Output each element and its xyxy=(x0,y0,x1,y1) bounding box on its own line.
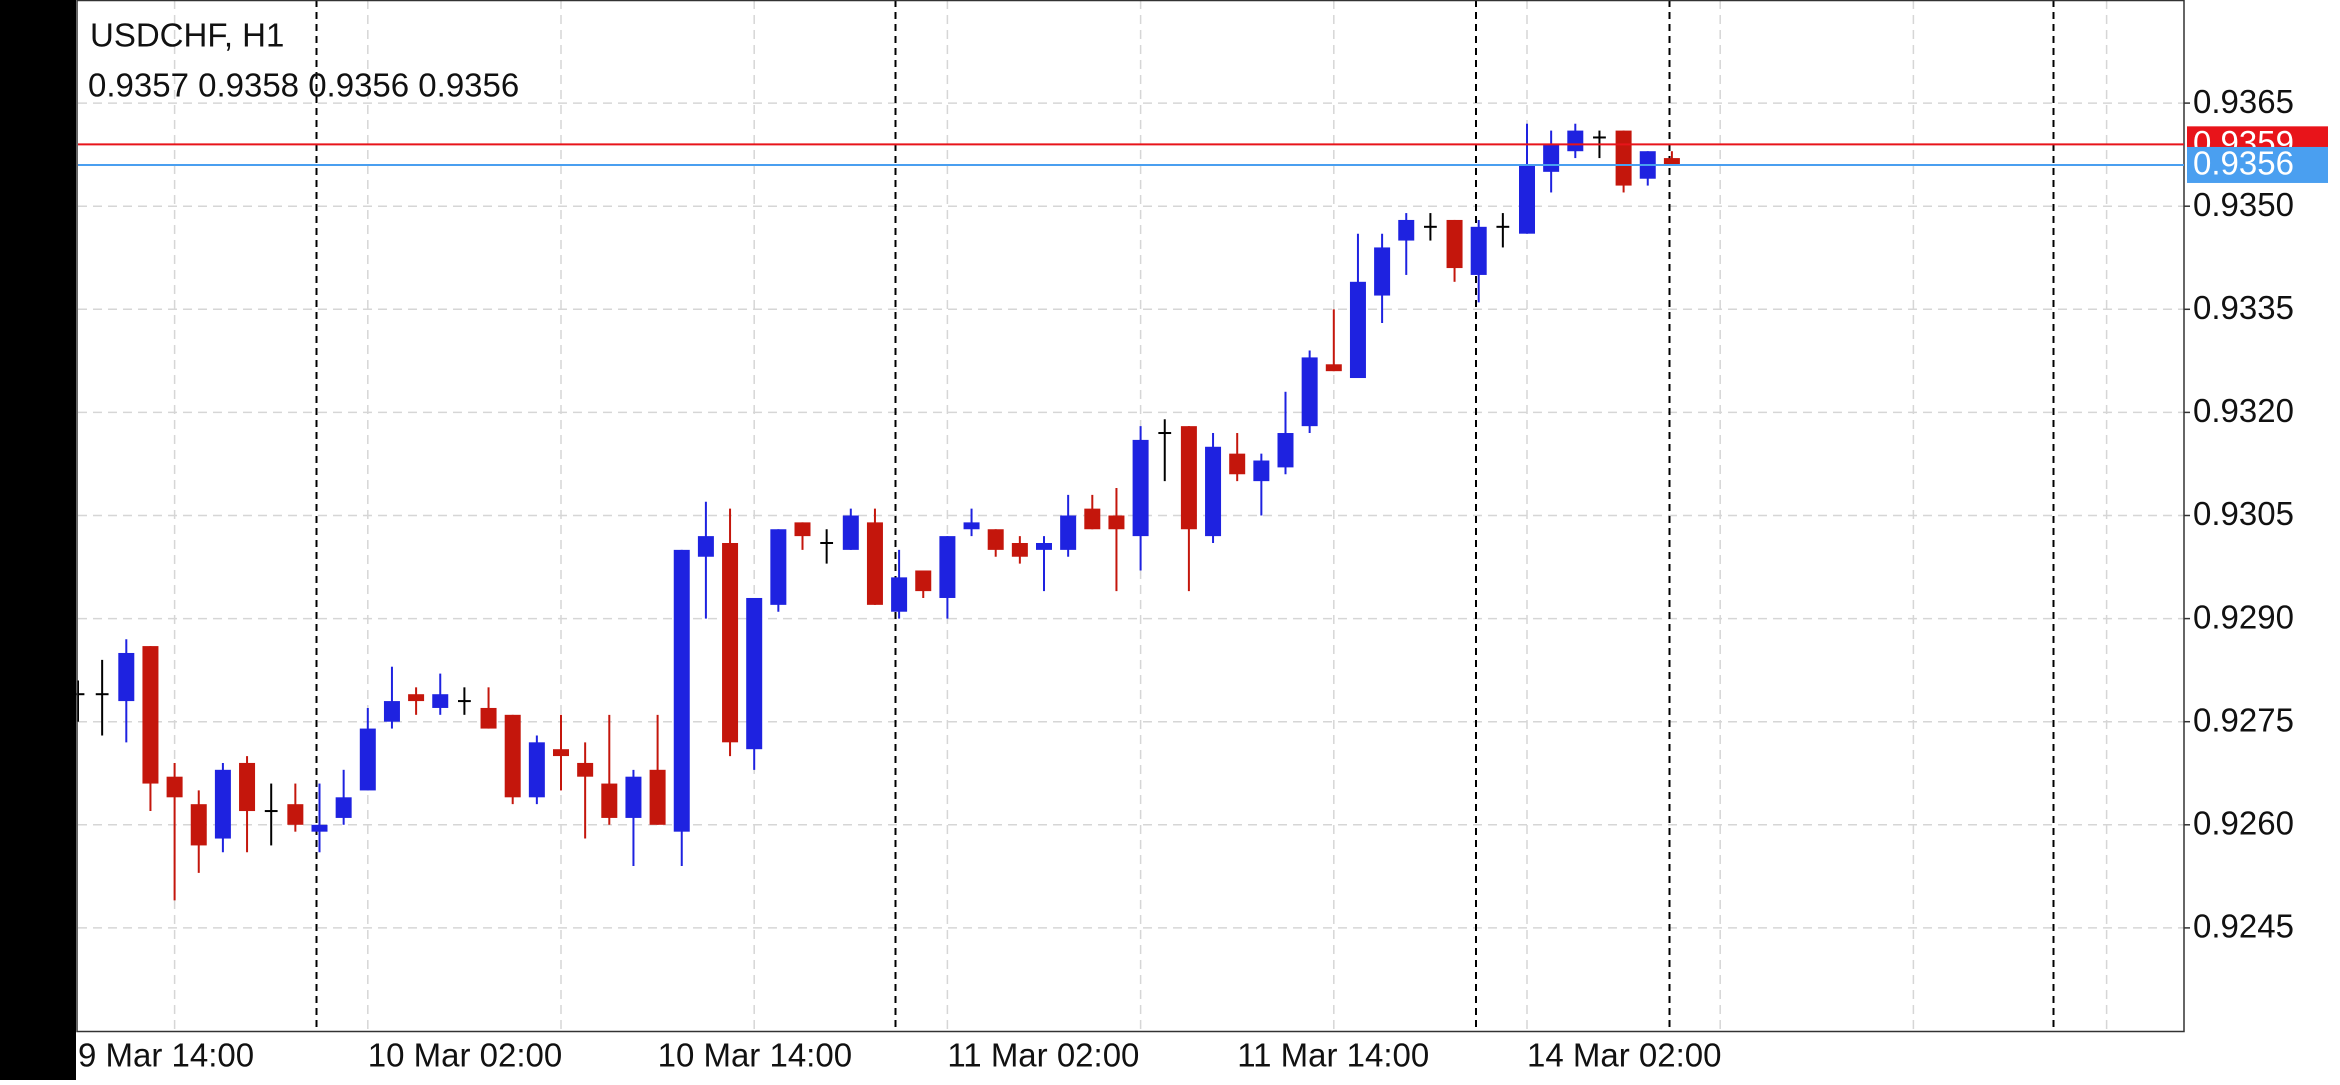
x-tick-label: 11 Mar 14:00 xyxy=(1237,1037,1429,1074)
candle-body xyxy=(1567,130,1584,152)
y-tick-label: 0.9365 xyxy=(2193,83,2294,120)
candle-body xyxy=(335,797,352,818)
y-tick-label: 0.9260 xyxy=(2193,805,2294,842)
candle-body xyxy=(1301,357,1318,427)
y-tick-label: 0.9275 xyxy=(2193,701,2294,738)
left-strip xyxy=(0,0,76,1080)
candle-body xyxy=(722,542,739,743)
candle-body xyxy=(915,570,932,592)
candle-body xyxy=(1253,460,1270,482)
candle-body xyxy=(71,693,85,696)
candle-body xyxy=(1277,433,1294,468)
candle-body xyxy=(1615,130,1632,186)
candle-body xyxy=(1180,426,1197,530)
candle-body xyxy=(383,701,400,722)
y-tick-label: 0.9245 xyxy=(2193,908,2294,945)
candle-body xyxy=(746,597,763,750)
candle-body xyxy=(1158,432,1172,435)
candle-body xyxy=(1593,136,1606,139)
x-tick-label: 14 Mar 02:00 xyxy=(1527,1037,1721,1074)
candle-body xyxy=(118,652,135,702)
candle-body xyxy=(625,776,642,818)
candle-body xyxy=(95,693,109,696)
candle-body xyxy=(1084,508,1101,530)
candle-body xyxy=(239,762,256,812)
candle-body xyxy=(1325,364,1342,372)
candle-body xyxy=(891,577,908,612)
y-tick-label: 0.9305 xyxy=(2193,495,2294,532)
candle-body xyxy=(1229,453,1246,475)
candles xyxy=(71,123,1680,901)
candle-body xyxy=(359,728,376,791)
x-tick-label: 11 Mar 02:00 xyxy=(947,1037,1139,1074)
candle-body xyxy=(504,714,521,798)
y-tick-label: 0.9335 xyxy=(2193,289,2294,326)
candle-body xyxy=(458,700,471,703)
candle-body xyxy=(264,810,278,813)
candle-body xyxy=(553,749,569,757)
candle-body xyxy=(794,522,811,537)
candle-body xyxy=(1543,144,1560,172)
candle-body xyxy=(1374,247,1391,296)
candle-body xyxy=(142,646,159,784)
candle-body xyxy=(649,769,666,825)
y-tick-label: 0.9320 xyxy=(2193,392,2294,429)
candle-body xyxy=(939,536,956,598)
chart-title: USDCHF, H1 xyxy=(90,17,284,54)
candle-body xyxy=(987,529,1004,550)
candle-body xyxy=(577,762,594,777)
y-tick-label: 0.9350 xyxy=(2193,186,2294,223)
candle-body xyxy=(1496,225,1510,228)
candle-body xyxy=(1108,515,1125,530)
candle-body xyxy=(408,694,425,702)
candle-body xyxy=(1470,226,1487,275)
candle-body xyxy=(1398,219,1415,241)
candle-body xyxy=(842,515,859,550)
candle-body xyxy=(1349,281,1366,379)
candle-body xyxy=(673,549,690,832)
grid xyxy=(78,0,2184,1031)
candle-body xyxy=(1060,515,1077,550)
candle-body xyxy=(1663,158,1680,165)
candle-body xyxy=(866,522,883,605)
candle-body xyxy=(1519,164,1535,234)
candle-body xyxy=(1132,439,1149,537)
price-tag xyxy=(2187,146,2328,183)
candle-body xyxy=(1446,219,1463,269)
candle-body xyxy=(287,804,304,825)
x-tick-label: 10 Mar 02:00 xyxy=(368,1037,562,1074)
y-tick-label: 0.9290 xyxy=(2193,598,2294,635)
candle-body xyxy=(697,536,714,557)
candle-body xyxy=(190,804,207,846)
price-tag-label: 0.9356 xyxy=(2193,145,2294,182)
x-tick-label: 10 Mar 14:00 xyxy=(658,1037,852,1074)
candle-body xyxy=(601,783,618,818)
candle-body xyxy=(1036,542,1052,550)
candle-body xyxy=(1011,542,1028,557)
candle-body xyxy=(770,529,787,605)
candle-body xyxy=(963,522,980,530)
candle-body xyxy=(166,776,183,798)
candle-body xyxy=(311,824,328,832)
candle-body xyxy=(480,707,497,729)
candle-body xyxy=(214,769,231,839)
candle-body xyxy=(1424,225,1437,228)
candle-body xyxy=(820,541,834,544)
candle-body xyxy=(528,742,545,798)
candle-body xyxy=(432,694,449,708)
x-tick-label: 9 Mar 14:00 xyxy=(78,1037,254,1074)
ohlc-readout: 0.9357 0.9358 0.9356 0.9356 xyxy=(88,67,519,104)
candle-body xyxy=(1205,446,1222,537)
